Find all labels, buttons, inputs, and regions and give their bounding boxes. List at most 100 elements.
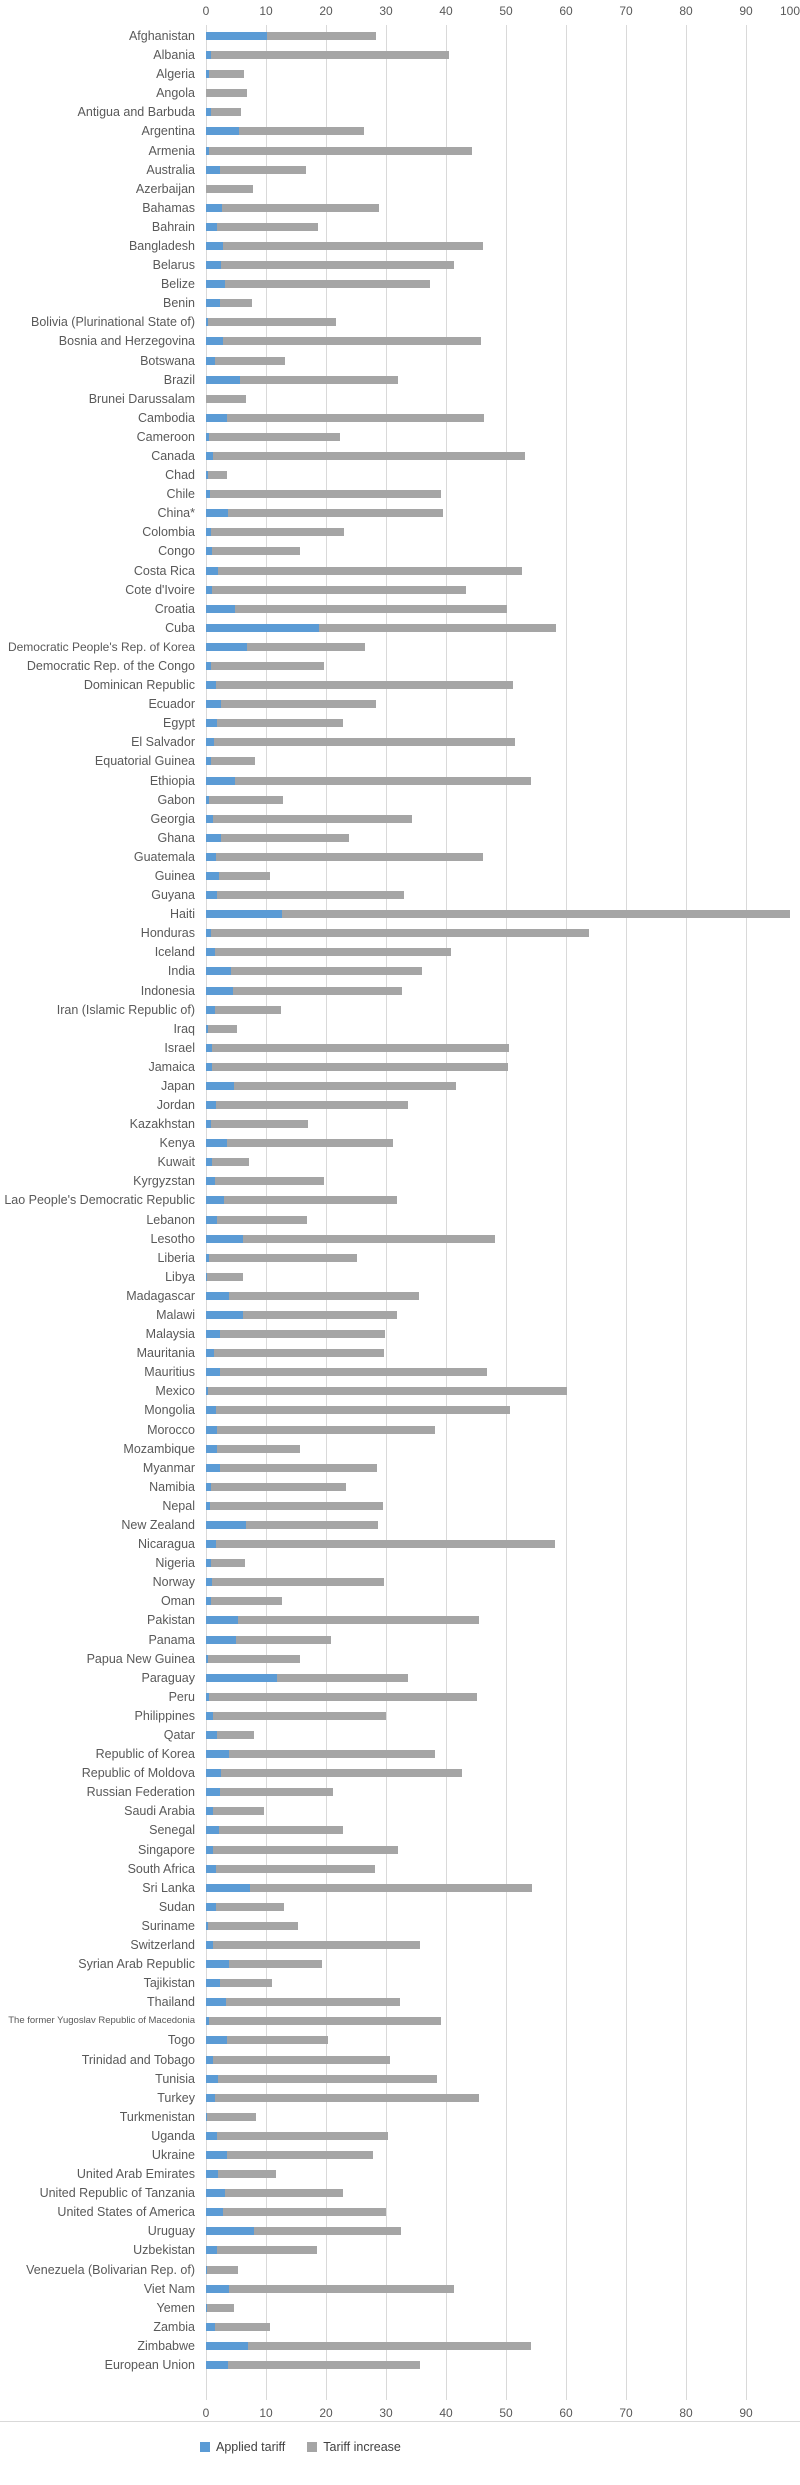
bar-tariff-increase	[216, 222, 318, 231]
x-tick-label-top: 100	[779, 4, 800, 18]
bar-applied-tariff	[206, 1081, 234, 1090]
bar-applied-tariff	[206, 299, 220, 308]
bar-applied-tariff	[206, 1540, 217, 1549]
x-tick-label-bottom: 80	[679, 2406, 693, 2420]
category-label: Panama	[148, 1632, 195, 1647]
category-label: Ghana	[157, 830, 195, 845]
bar-tariff-increase	[215, 1005, 281, 1014]
bar-tariff-increase	[221, 203, 379, 212]
bar-applied-tariff	[206, 51, 211, 60]
bar-tariff-increase	[219, 1463, 377, 1472]
x-tick-label-bottom: 60	[559, 2406, 573, 2420]
bar-applied-tariff	[206, 261, 221, 270]
bar-applied-tariff	[206, 2093, 215, 2102]
bar-applied-tariff	[206, 757, 212, 766]
category-label: Kenya	[159, 1136, 195, 1151]
bar-tariff-increase	[211, 929, 589, 938]
bar-tariff-increase	[225, 1998, 401, 2007]
bar-applied-tariff	[206, 1024, 209, 1033]
bar-tariff-increase	[212, 1062, 508, 1071]
bar-applied-tariff	[206, 1902, 217, 1911]
bar-applied-tariff	[206, 2074, 218, 2083]
bar-tariff-increase	[209, 146, 473, 155]
legend: Applied tariff Tariff increase	[200, 2440, 401, 2454]
bar-tariff-increase	[219, 871, 271, 880]
category-label: Lebanon	[146, 1212, 195, 1227]
bar-applied-tariff	[206, 1234, 244, 1243]
category-label: Yemen	[156, 2300, 195, 2315]
bar-applied-tariff	[206, 891, 218, 900]
bar-applied-tariff	[206, 146, 209, 155]
bar-applied-tariff	[206, 1062, 212, 1071]
category-label: Guinea	[154, 868, 195, 883]
bar-tariff-increase	[206, 394, 247, 403]
bar-applied-tariff	[206, 967, 231, 976]
legend-item-tariff-increase: Tariff increase	[307, 2440, 401, 2454]
bar-tariff-increase	[213, 1845, 398, 1854]
category-label: Equatorial Guinea	[94, 754, 195, 769]
category-label: Oman	[160, 1594, 195, 1609]
gridline	[626, 25, 627, 2400]
bar-applied-tariff	[206, 1864, 217, 1873]
bar-applied-tariff	[206, 337, 223, 346]
category-label: Malaysia	[145, 1327, 195, 1342]
bar-tariff-increase	[224, 1196, 397, 1205]
category-label: Bolivia (Plurinational State of)	[31, 315, 195, 330]
bar-tariff-increase	[219, 299, 252, 308]
category-label: United Republic of Tanzania	[39, 2186, 195, 2201]
category-label: Mauritius	[144, 1365, 195, 1380]
bar-applied-tariff	[206, 1654, 208, 1663]
bar-applied-tariff	[206, 165, 221, 174]
bar-applied-tariff	[206, 738, 215, 747]
category-label: India	[167, 964, 195, 979]
bar-tariff-increase	[236, 1635, 331, 1644]
category-label: Indonesia	[140, 983, 195, 998]
category-label: Japan	[160, 1078, 195, 1093]
bar-applied-tariff	[206, 2265, 208, 2274]
bar-applied-tariff	[206, 2055, 214, 2064]
bar-tariff-increase	[219, 1330, 385, 1339]
bar-tariff-increase	[209, 2017, 442, 2026]
bar-applied-tariff	[206, 2227, 254, 2236]
bar-applied-tariff	[206, 2208, 223, 2217]
bar-tariff-increase	[222, 2208, 386, 2217]
category-label: Lao People's Democratic Republic	[4, 1193, 195, 1208]
bar-tariff-increase	[217, 2131, 388, 2140]
x-tick-label-bottom: 40	[439, 2406, 453, 2420]
category-label: Brunei Darussalam	[88, 391, 195, 406]
x-tick-label-top: 20	[319, 4, 333, 18]
bar-tariff-increase	[218, 2170, 277, 2179]
bar-tariff-increase	[215, 948, 451, 957]
x-tick-label-bottom: 30	[379, 2406, 393, 2420]
bar-tariff-increase	[243, 1234, 496, 1243]
category-label: Uzbekistan	[133, 2243, 195, 2258]
x-tick-label-top: 70	[619, 4, 633, 18]
category-label: Viet Nam	[143, 2281, 195, 2296]
bar-applied-tariff	[206, 1120, 212, 1129]
category-label: Belize	[160, 277, 195, 292]
bar-tariff-increase	[228, 1750, 436, 1759]
category-label: Afghanistan	[128, 29, 195, 43]
bar-tariff-increase	[218, 566, 523, 575]
category-label: Lesotho	[150, 1231, 195, 1246]
bar-tariff-increase	[227, 413, 484, 422]
category-label: Croatia	[154, 601, 195, 616]
category-label: Zimbabwe	[137, 2338, 195, 2353]
bar-tariff-increase	[218, 2074, 437, 2083]
bar-applied-tariff	[206, 2112, 208, 2121]
category-label: Saudi Arabia	[124, 1804, 195, 1819]
bar-tariff-increase	[213, 1807, 264, 1816]
bar-tariff-increase	[233, 1081, 457, 1090]
bar-applied-tariff	[206, 1387, 209, 1396]
category-label: Kazakhstan	[129, 1117, 195, 1132]
bar-tariff-increase	[234, 776, 532, 785]
bar-tariff-increase	[208, 1921, 299, 1930]
category-label: Uganda	[151, 2128, 195, 2143]
bar-applied-tariff	[206, 566, 218, 575]
bar-tariff-increase	[227, 1139, 393, 1148]
bar-applied-tariff	[206, 1368, 220, 1377]
category-label: Dominican Republic	[83, 678, 195, 693]
bar-applied-tariff	[206, 432, 209, 441]
category-label: Morocco	[147, 1422, 195, 1437]
bar-tariff-increase	[217, 1215, 308, 1224]
